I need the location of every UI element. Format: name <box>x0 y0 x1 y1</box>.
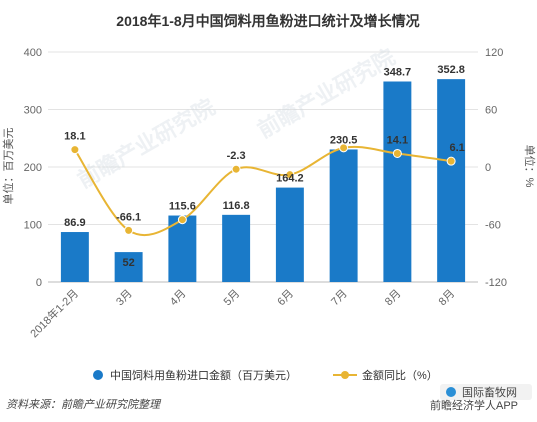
badge1-bg <box>440 384 532 400</box>
bar-value-label: 116.8 <box>223 200 250 212</box>
y-right-axis-title: 单位：% <box>523 145 537 188</box>
source-text: 资料来源：前瞻产业研究院整理 <box>6 398 162 411</box>
legend-bar-label: 中国饲料用鱼粉进口金额（百万美元） <box>110 368 297 382</box>
legend-line-marker <box>341 371 349 379</box>
x-tick-label: 8月 <box>437 288 458 309</box>
bar <box>222 214 251 282</box>
y-left-tick-label: 200 <box>24 162 42 174</box>
x-tick-label: 3月 <box>114 288 135 309</box>
y-right-tick-label: 120 <box>485 47 503 59</box>
badge2-text: 前瞻经济学人APP <box>430 398 518 412</box>
y-left-tick-label: 300 <box>24 105 42 117</box>
bar-value-label: 52 <box>123 257 135 269</box>
watermark-text: 前瞻产业研究院 <box>253 44 399 143</box>
bar <box>114 252 143 282</box>
line-series <box>70 143 456 237</box>
axes: 0 100 200 300 400 -120 -60 0 60 120 2018年1-2月 3月 4月 5… <box>24 47 507 340</box>
bar <box>329 149 358 282</box>
line-value-label: 14.1 <box>387 134 408 146</box>
x-tick-label: 4月 <box>168 288 189 309</box>
x-tick-label: 5月 <box>222 288 243 309</box>
line-point <box>177 215 187 225</box>
legend-line-label: 金额同比（%） <box>362 368 438 382</box>
y-left-axis-title: 单位：百万美元 <box>1 128 15 205</box>
y-left-tick-label: 0 <box>36 277 42 289</box>
legend: 中国饲料用鱼粉进口金额（百万美元） 金额同比（%） <box>93 368 438 382</box>
line-point <box>285 170 295 180</box>
badge1-logo-icon <box>446 387 456 397</box>
x-tick-label: 2018年1-2月 <box>27 286 81 340</box>
bar-value-label: 86.9 <box>64 217 85 229</box>
bar-value-label: 348.7 <box>384 66 412 78</box>
bar <box>437 79 466 282</box>
footer-badges: 国际畜牧网 前瞻经济学人APP <box>430 384 532 412</box>
line-value-label: -2.3 <box>227 150 246 162</box>
y-left-tick-label: 400 <box>24 47 42 59</box>
y-right-tick-label: 60 <box>485 105 497 117</box>
bar <box>275 187 304 282</box>
bar <box>168 215 197 282</box>
watermark-text: 前瞻产业研究院 <box>73 94 219 193</box>
bar-series <box>60 79 466 282</box>
x-tick-label: 6月 <box>275 288 296 309</box>
badge1-text: 国际畜牧网 <box>462 385 517 399</box>
line-value-label: 6.1 <box>449 142 464 154</box>
bar-value-label: 230.5 <box>330 134 358 146</box>
bar <box>383 81 412 282</box>
x-tick-label: 7月 <box>329 288 350 309</box>
line-value-label: -66.1 <box>116 211 141 223</box>
data-labels: 86.9 52 115.6 116.8 164.2 230.5 348.7 352.8 18.1… <box>64 64 465 269</box>
line-point <box>339 143 349 153</box>
y-right-tick-label: 0 <box>485 162 491 174</box>
bar-value-label: 115.6 <box>169 201 196 213</box>
line-point <box>231 164 241 174</box>
bar-value-label: 164.2 <box>276 173 304 185</box>
bar-value-label: 352.8 <box>437 64 465 76</box>
x-tick-label: 8月 <box>383 288 404 309</box>
chart-title: 2018年1-8月中国饲料用鱼粉进口统计及增长情况 <box>116 13 419 29</box>
line-point <box>392 148 402 158</box>
line-point <box>446 156 456 166</box>
line-value-label: 18.1 <box>64 131 85 143</box>
y-right-tick-label: -60 <box>485 220 501 232</box>
line-point <box>124 225 134 235</box>
legend-bar-swatch <box>93 370 103 380</box>
bar <box>60 232 89 282</box>
line-point <box>70 145 80 155</box>
y-left-tick-label: 100 <box>24 220 42 232</box>
y-right-tick-label: -120 <box>485 277 507 289</box>
